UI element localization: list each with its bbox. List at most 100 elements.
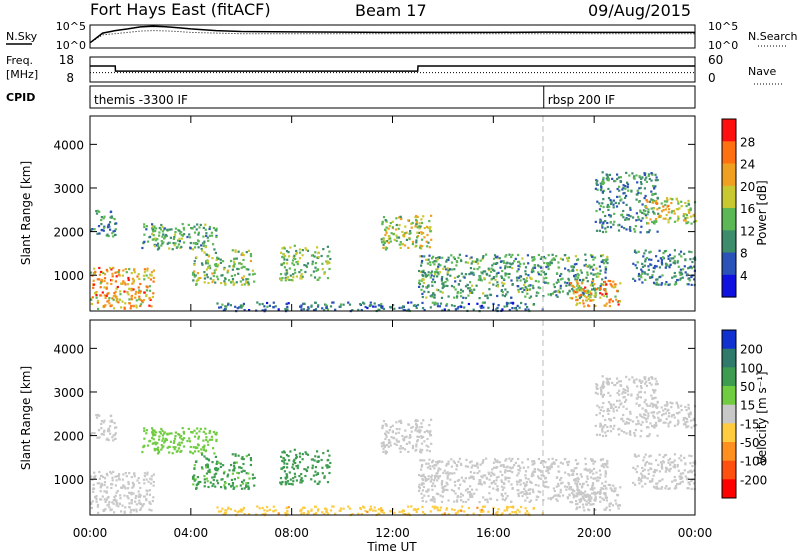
heatmap-cell-6 bbox=[503, 486, 506, 489]
series-line-nsky bbox=[89, 25, 695, 44]
heatmap-cell-8 bbox=[635, 423, 638, 426]
heatmap-cell-2 bbox=[189, 246, 192, 249]
heatmap-cell-4 bbox=[299, 277, 302, 280]
heatmap-cell-9 bbox=[662, 205, 665, 208]
heatmap-cell-6 bbox=[506, 495, 509, 498]
heatmap-cell-6 bbox=[517, 288, 520, 291]
heatmap-cell-8 bbox=[617, 380, 620, 383]
heatmap-cell-0 bbox=[119, 494, 122, 497]
heatmap-cell-11 bbox=[286, 512, 289, 515]
heatmap-cell-2 bbox=[162, 437, 165, 440]
heatmap-cell-3 bbox=[212, 478, 215, 482]
heatmap-cell-6 bbox=[456, 499, 459, 502]
heatmap-cell-2 bbox=[164, 236, 167, 239]
heatmap-cell-0 bbox=[110, 472, 113, 475]
heatmap-cell-9 bbox=[665, 401, 669, 404]
heatmap-cell-3 bbox=[212, 274, 215, 278]
heatmap-cell-5 bbox=[382, 447, 385, 450]
y-tick-label: 4000 bbox=[53, 342, 84, 356]
heatmap-cell-7 bbox=[608, 503, 611, 506]
heatmap-cell-7 bbox=[580, 282, 584, 285]
heatmap-cell-11 bbox=[331, 301, 334, 304]
heatmap-cell-8 bbox=[653, 185, 656, 189]
heatmap-cell-2 bbox=[152, 230, 155, 233]
heatmap-cell-6 bbox=[482, 270, 485, 273]
heatmap-cell-11 bbox=[239, 304, 242, 307]
freq-tick-high: 18 bbox=[59, 53, 74, 67]
heatmap-cell-2 bbox=[168, 228, 171, 231]
heatmap-cell-6 bbox=[604, 470, 607, 473]
heatmap-cell-6 bbox=[529, 295, 533, 298]
heatmap-cell-8 bbox=[655, 176, 658, 179]
heatmap-cell-3 bbox=[247, 486, 250, 489]
heatmap-cell-6 bbox=[604, 268, 608, 271]
heatmap-cell-6 bbox=[421, 270, 424, 273]
heatmap-cell-2 bbox=[155, 227, 158, 230]
heatmap-cell-6 bbox=[496, 285, 499, 288]
heatmap-cell-5 bbox=[397, 227, 400, 230]
heatmap-cell-10 bbox=[656, 482, 659, 485]
heatmap-cell-10 bbox=[665, 281, 668, 284]
heatmap-cell-6 bbox=[566, 461, 569, 464]
heatmap-cell-1 bbox=[109, 432, 112, 435]
heatmap-cell-8 bbox=[609, 406, 613, 409]
heatmap-cell-6 bbox=[547, 282, 550, 285]
y-tick-label: 3000 bbox=[53, 386, 84, 400]
heatmap-cell-9 bbox=[676, 423, 679, 426]
heatmap-cell-3 bbox=[200, 466, 204, 469]
heatmap-cell-7 bbox=[591, 483, 595, 487]
heatmap-cell-6 bbox=[603, 259, 606, 262]
heatmap-cell-0 bbox=[127, 487, 130, 490]
heatmap-cell-8 bbox=[596, 188, 599, 191]
heatmap-cell-9 bbox=[685, 222, 688, 225]
heatmap-cell-2 bbox=[172, 441, 175, 444]
heatmap-cell-6 bbox=[543, 481, 546, 484]
heatmap-cell-2 bbox=[191, 452, 195, 455]
heatmap-cell-8 bbox=[643, 172, 646, 175]
heatmap-cell-3 bbox=[239, 280, 242, 283]
heatmap-cell-5 bbox=[389, 237, 392, 240]
heatmap-cell-0 bbox=[109, 470, 112, 474]
heatmap-cell-10 bbox=[681, 276, 684, 279]
heatmap-cell-2 bbox=[154, 239, 157, 242]
heatmap-cell-6 bbox=[537, 271, 540, 274]
heatmap-cell-2 bbox=[173, 437, 177, 440]
heatmap-cell-4 bbox=[326, 245, 329, 248]
heatmap-cell-10 bbox=[641, 466, 644, 469]
heatmap-cell-9 bbox=[693, 220, 696, 223]
heatmap-cell-1 bbox=[109, 420, 112, 423]
heatmap-cell-9 bbox=[676, 412, 680, 415]
heatmap-cell-5 bbox=[390, 232, 393, 235]
heatmap-cell-8 bbox=[606, 425, 609, 429]
heatmap-cell-9 bbox=[666, 198, 669, 202]
heatmap-cell-5 bbox=[387, 442, 390, 445]
heatmap-cell-4 bbox=[321, 268, 324, 271]
heatmap-cell-8 bbox=[609, 418, 613, 421]
heatmap-cell-8 bbox=[637, 395, 640, 398]
heatmap-cell-11 bbox=[366, 510, 369, 514]
heatmap-cell-11 bbox=[513, 511, 517, 514]
heatmap-cell-3 bbox=[232, 487, 235, 490]
heatmap-cell-6 bbox=[467, 287, 470, 290]
power-x-ticks bbox=[89, 116, 696, 311]
heatmap-cell-6 bbox=[576, 480, 580, 483]
heatmap-cell-0 bbox=[105, 472, 108, 475]
heatmap-cell-6 bbox=[423, 255, 426, 258]
heatmap-cell-8 bbox=[640, 219, 643, 222]
heatmap-cell-6 bbox=[559, 257, 562, 260]
heatmap-cell-6 bbox=[445, 464, 448, 467]
heatmap-cell-6 bbox=[516, 474, 519, 477]
heatmap-cell-11 bbox=[480, 304, 484, 307]
heatmap-cell-11 bbox=[480, 306, 483, 309]
heatmap-cell-5 bbox=[381, 426, 384, 429]
heatmap-cell-6 bbox=[433, 271, 437, 274]
heatmap-cell-11 bbox=[392, 508, 395, 511]
heatmap-cell-9 bbox=[667, 204, 670, 207]
heatmap-cell-0 bbox=[143, 482, 146, 485]
heatmap-cell-6 bbox=[521, 461, 524, 464]
heatmap-cell-6 bbox=[459, 291, 462, 294]
heatmap-cell-3 bbox=[193, 467, 196, 470]
heatmap-cell-1 bbox=[103, 419, 106, 422]
heatmap-cell-7 bbox=[614, 285, 617, 288]
heatmap-cell-6 bbox=[573, 263, 576, 266]
